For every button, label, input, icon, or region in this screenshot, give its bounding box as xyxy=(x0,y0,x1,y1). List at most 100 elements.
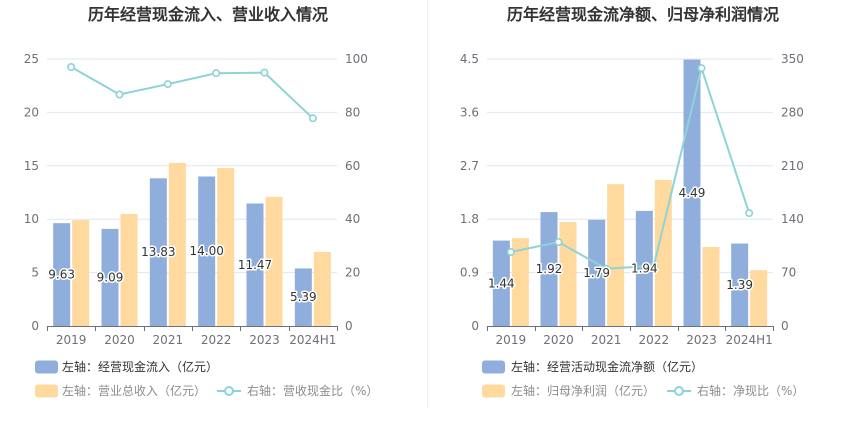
bar-series-0-2022 xyxy=(635,210,653,326)
chart-title: 历年经营现金流净额、归母净利润情况 xyxy=(507,5,779,24)
chart-cash-inflow-vs-revenue: 历年经营现金流入、营业收入情况 0 5 10 15 20 25 0 20 40 60 80 100 20… xyxy=(24,5,379,398)
legend-label: 左轴：归母净利润（亿元） xyxy=(511,383,655,398)
data-label-2020: 1.92 xyxy=(536,262,563,276)
bar-series-1-2022 xyxy=(217,168,235,326)
y-right-tick-label: 0 xyxy=(781,319,789,333)
legend-bar-icon xyxy=(35,360,58,374)
y-left-tick-label: 5 xyxy=(31,266,39,280)
bar-series-1-2021 xyxy=(607,184,625,326)
x-category-label: 2022 xyxy=(639,333,670,347)
y-left-tick-label: 3.6 xyxy=(460,105,479,119)
data-label-2023: 4.49 xyxy=(679,186,706,200)
x-category-label: 2019 xyxy=(56,333,87,347)
legend-point-icon xyxy=(224,386,234,396)
bar-series-0-2024h1 xyxy=(731,243,749,326)
line-point-2021 xyxy=(163,80,172,89)
legend-bar-icon xyxy=(482,384,505,398)
x-category-label: 2022 xyxy=(201,333,232,347)
bar-series-0-2019 xyxy=(53,223,71,326)
bar-series-1-2020 xyxy=(120,213,138,326)
line-point-2019 xyxy=(67,63,76,72)
bar-series-1-2020 xyxy=(559,222,577,326)
y-right-tick-label: 140 xyxy=(781,212,804,226)
bar-series-1-2023 xyxy=(702,247,720,326)
y-right-tick-label: 100 xyxy=(345,52,368,66)
x-category-label: 2024H1 xyxy=(289,333,336,347)
bar-series-0-2020 xyxy=(101,228,119,326)
x-category-label: 2021 xyxy=(153,333,184,347)
y-right-tick-label: 210 xyxy=(781,159,804,173)
x-category-label: 2023 xyxy=(249,333,280,347)
bar-series-1-2022 xyxy=(654,180,672,326)
line-point-2020 xyxy=(554,238,563,247)
y-right-tick-label: 0 xyxy=(345,319,353,333)
data-label-2024h1: 1.39 xyxy=(726,278,753,292)
x-category-label: 2023 xyxy=(686,333,717,347)
legend-item-2[interactable]: 右轴：净现比（%） xyxy=(667,383,804,398)
y-right-tick-label: 40 xyxy=(345,212,360,226)
y-left-tick-label: 20 xyxy=(24,105,39,119)
bar-series-1-2024h1 xyxy=(750,270,768,326)
line-point-2022 xyxy=(212,69,221,78)
bar-series-0-2019 xyxy=(492,240,510,326)
chart-net-cash-flow-vs-profit: 历年经营现金流净额、归母净利润情况 0 0.9 1.8 2.7 3.6 4.5 0 70 140… xyxy=(460,5,805,398)
y-right-tick-label: 350 xyxy=(781,52,804,66)
y-right-tick-label: 60 xyxy=(345,159,360,173)
legend-point-icon xyxy=(674,386,684,396)
x-category-label: 2021 xyxy=(591,333,622,347)
bar-series-1-2023 xyxy=(265,196,283,326)
y-left-tick-label: 4.5 xyxy=(460,52,479,66)
data-label-2022: 14.00 xyxy=(189,244,223,258)
chart-title: 历年经营现金流入、营业收入情况 xyxy=(88,5,328,24)
bar-series-1-2019 xyxy=(72,220,90,326)
line-point-2023 xyxy=(697,64,706,73)
x-category-label: 2019 xyxy=(496,333,527,347)
y-left-tick-label: 0 xyxy=(31,319,39,333)
legend-item-0[interactable]: 左轴：经营活动现金流净额（亿元） xyxy=(482,359,703,374)
legend-bar-icon xyxy=(482,360,505,374)
legend-item-2[interactable]: 右轴：营收现金比（%） xyxy=(217,383,378,398)
x-category-label: 2024H1 xyxy=(726,333,773,347)
bar-series-0-2021 xyxy=(588,219,606,326)
data-label-2023: 11.47 xyxy=(238,258,272,272)
legend-label: 左轴：营业总收入（亿元） xyxy=(62,383,206,398)
y-right-tick-label: 70 xyxy=(781,266,796,280)
bar-series-1-2019 xyxy=(511,238,529,326)
data-label-2022: 1.94 xyxy=(631,261,658,275)
bar-series-0-2020 xyxy=(540,212,558,326)
legend-label: 右轴：营收现金比（%） xyxy=(247,383,378,398)
legend-item-1[interactable]: 左轴：归母净利润（亿元） xyxy=(482,383,655,398)
legend-label: 左轴：经营现金流入（亿元） xyxy=(62,359,218,374)
legend-item-1[interactable]: 左轴：营业总收入（亿元） xyxy=(35,383,206,398)
x-category-label: 2020 xyxy=(104,333,135,347)
legend-bar-icon xyxy=(35,384,58,398)
legend-label: 左轴：经营活动现金流净额（亿元） xyxy=(511,359,703,374)
legend-item-0[interactable]: 左轴：经营现金流入（亿元） xyxy=(35,359,218,374)
x-category-label: 2020 xyxy=(543,333,574,347)
y-right-tick-label: 80 xyxy=(345,105,360,119)
y-left-tick-label: 0 xyxy=(471,319,479,333)
y-left-tick-label: 0.9 xyxy=(460,266,479,280)
data-label-2019: 1.44 xyxy=(488,276,515,290)
data-label-2020: 9.09 xyxy=(97,270,124,284)
data-label-2021: 1.79 xyxy=(583,266,610,280)
data-label-2019: 9.63 xyxy=(48,268,75,282)
bar-series-0-2021 xyxy=(149,178,167,326)
line-point-2021 xyxy=(602,264,611,273)
data-label-2024h1: 5.39 xyxy=(290,290,317,304)
bar-series-0-2024h1 xyxy=(294,268,312,326)
bar-series-0-2022 xyxy=(198,176,216,326)
line-series-2 xyxy=(70,66,314,120)
y-right-tick-label: 280 xyxy=(781,105,804,119)
line-point-2019 xyxy=(506,248,515,257)
line-point-2022 xyxy=(649,261,658,270)
y-left-tick-label: 1.8 xyxy=(460,212,479,226)
line-point-2020 xyxy=(115,90,124,99)
y-left-tick-label: 25 xyxy=(24,52,39,66)
bar-series-1-2024h1 xyxy=(313,251,331,326)
data-label-2021: 13.83 xyxy=(141,245,175,259)
line-point-2024h1 xyxy=(308,114,317,123)
y-right-tick-label: 20 xyxy=(345,266,360,280)
bar-series-0-2023 xyxy=(246,203,264,326)
